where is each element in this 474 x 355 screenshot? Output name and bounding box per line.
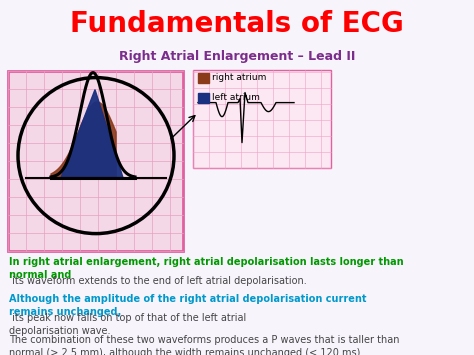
Text: left atrium: left atrium [212, 93, 260, 102]
Bar [198, 93, 209, 103]
Text: Fundamentals of ECG: Fundamentals of ECG [70, 10, 404, 38]
Text: its peak now falls on top of that of the left atrial
depolarisation wave.: its peak now falls on top of that of the… [9, 313, 246, 336]
Text: The combination of these two waveforms produces a P waves that is taller than
no: The combination of these two waveforms p… [9, 335, 400, 355]
Text: Although the amplitude of the right atrial depolarisation current
remains unchan: Although the amplitude of the right atri… [9, 294, 367, 317]
Bar [193, 70, 331, 168]
Text: Right Atrial Enlargement – Lead II: Right Atrial Enlargement – Lead II [119, 50, 355, 63]
Text: right atrium: right atrium [212, 73, 266, 82]
Polygon shape [61, 89, 123, 178]
Bar [8, 71, 183, 251]
Bar [198, 73, 209, 83]
Polygon shape [51, 102, 116, 178]
Text: its waveform extends to the end of left atrial depolarisation.: its waveform extends to the end of left … [9, 275, 307, 285]
Text: In right atrial enlargement, right atrial depolarisation lasts longer than
norma: In right atrial enlargement, right atria… [9, 257, 404, 280]
